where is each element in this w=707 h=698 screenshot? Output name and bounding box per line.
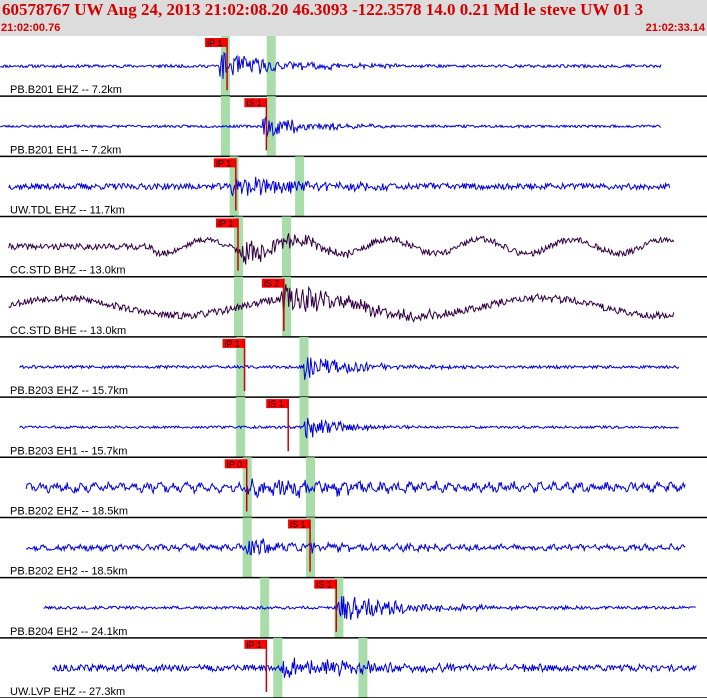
window-start-time: 21:02:00.76	[1, 22, 61, 34]
waveform-trace	[43, 596, 696, 620]
channel-label: PB.B204 EH2 -- 24.1km	[10, 626, 127, 638]
pick-label: iP 1	[207, 38, 222, 48]
arrival-band	[273, 637, 283, 698]
channel-label: PB.B201 EH1 -- 7.2km	[10, 144, 121, 156]
arrival-band	[260, 577, 270, 638]
channel-label: UW.LVP EHZ -- 27.3km	[10, 686, 125, 698]
channel-row: iP 1 PB.B201 EHZ -- 7.2km	[0, 36, 707, 97]
pick-label: iP 1	[225, 339, 240, 349]
channel-label: PB.B202 EH2 -- 18.5km	[10, 566, 127, 578]
waveform-trace	[0, 115, 662, 137]
waveform-trace	[19, 417, 679, 439]
channel-label: PB.B203 EH1 -- 15.7km	[10, 445, 127, 457]
pick-flag	[215, 218, 238, 228]
pick-label: iS 1	[246, 98, 262, 108]
pick-flag	[314, 579, 337, 589]
pick-label: iP 1	[246, 640, 261, 650]
channel-row: iP 0 PB.B202 EHZ -- 18.5km	[0, 457, 707, 519]
channel-row: iS 1 PB.B204 EH2 -- 24.1km	[0, 577, 707, 639]
pick-label: iP 1	[218, 219, 233, 229]
pick-flag	[244, 639, 267, 649]
pick-flag	[205, 38, 228, 47]
channel-label: PB.B203 EHZ -- 15.7km	[10, 385, 128, 397]
pick-label: iS 1	[316, 580, 332, 590]
channel-label: PB.B201 EHZ -- 7.2km	[10, 84, 122, 96]
pick-label: iS 2	[264, 279, 280, 289]
pick-flag	[266, 399, 289, 409]
channel-label: UW.TDL EHZ -- 11.7km	[10, 205, 125, 217]
waveform-trace	[8, 176, 671, 197]
pick-flag	[224, 459, 247, 469]
window-end-time: 21:02:33.14	[645, 22, 705, 34]
channel-row: iS 2 CC.STD BHE -- 13.0km	[0, 276, 707, 338]
waveform-trace	[51, 657, 697, 678]
waveform-trace	[26, 538, 686, 556]
channel-label: PB.B202 EHZ -- 18.5km	[10, 505, 128, 517]
channel-row: iS 1 PB.B201 EH1 -- 7.2km	[0, 96, 707, 158]
waveform-trace	[8, 284, 675, 323]
seismogram-plot[interactable]: iP 1 PB.B201 EHZ -- 7.2km iS 1 PB.B201 EH1 …	[0, 36, 707, 698]
channel-label: CC.STD BHE -- 13.0km	[10, 325, 126, 337]
channel-row: iS 1 PB.B203 EH1 -- 15.7km	[0, 397, 707, 459]
pick-flag	[222, 338, 245, 348]
channel-label: CC.STD BHZ -- 13.0km	[10, 265, 126, 277]
arrival-band	[282, 216, 292, 277]
event-title: 60578767 UW Aug 24, 2013 21:02:08.20 46.…	[2, 0, 644, 19]
arrival-band	[282, 276, 292, 337]
pick-label: iS 1	[268, 399, 284, 409]
waveform-trace	[0, 51, 662, 79]
channel-row: iP 1 CC.STD BHZ -- 13.0km	[0, 216, 707, 278]
pick-label: iS 1	[290, 519, 306, 529]
arrival-band	[295, 156, 305, 217]
waveform-trace	[25, 478, 686, 499]
pick-flag	[288, 519, 311, 529]
pick-label: iP 0	[227, 459, 242, 469]
channel-row: iS 1 PB.B202 EH2 -- 18.5km	[0, 517, 707, 579]
channel-row: iP 1 PB.B203 EHZ -- 15.7km	[0, 336, 707, 398]
waveform-trace	[19, 357, 680, 380]
arrival-band	[299, 397, 309, 458]
arrival-band	[266, 36, 276, 97]
event-header: 60578767 UW Aug 24, 2013 21:02:08.20 46.…	[0, 0, 707, 36]
pick-flag	[244, 98, 267, 108]
pick-flag	[261, 278, 284, 288]
arrival-band	[306, 457, 316, 518]
pick-flag	[213, 158, 236, 168]
pick-label: iP 1	[216, 158, 231, 168]
channel-row: iP 1 UW.LVP EHZ -- 27.3km	[0, 637, 707, 698]
channel-row: iP 1 UW.TDL EHZ -- 11.7km	[0, 156, 707, 218]
waveform-trace	[8, 233, 675, 265]
arrival-band	[242, 517, 252, 578]
